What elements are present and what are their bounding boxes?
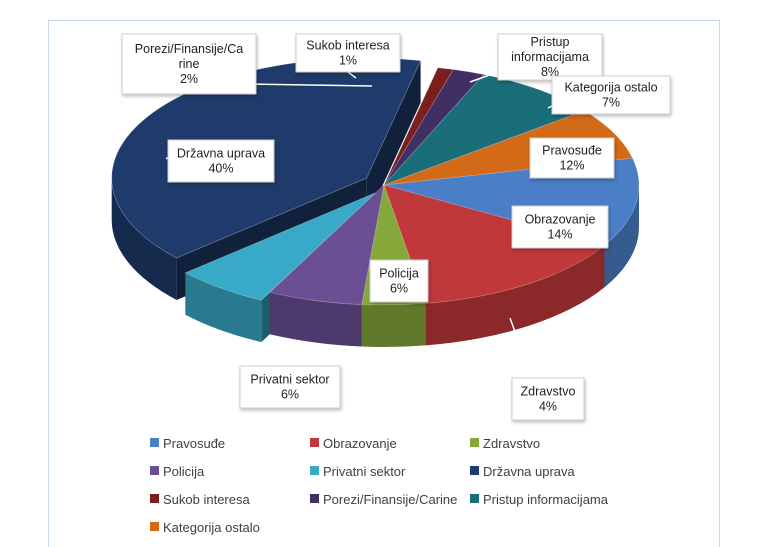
callout-leader-porezi <box>249 83 373 87</box>
legend-label: Pravosuđe <box>163 436 226 451</box>
callout-box-zdravstvo <box>511 377 585 421</box>
legend-label: Kategorija ostalo <box>163 520 260 535</box>
pie-slice-policija <box>269 183 385 305</box>
legend-label: Policija <box>163 464 205 479</box>
pie-rim-drzavna <box>111 177 177 300</box>
callout-box-drzavna <box>167 139 275 183</box>
legend-item: Državna uprava <box>470 464 575 479</box>
pie-slice-obrazovanje <box>383 184 606 304</box>
callout-box-kategorija <box>551 75 671 115</box>
legend-item: Pravosuđe <box>150 436 225 451</box>
callout-label-kategorija: 7% <box>602 96 620 110</box>
callout-label-sukob: Sukob interesa <box>306 39 389 53</box>
callout-leader-pristup <box>469 71 499 83</box>
callout-box-porezi <box>121 33 257 95</box>
callout-box-sukob <box>295 33 401 73</box>
legend-swatch <box>470 494 479 503</box>
callout-leader-zdravstvo <box>509 317 533 379</box>
callout-leader-privatni <box>289 345 299 367</box>
chart-frame <box>48 20 720 547</box>
callout-label-obrazovanje: Obrazovanje <box>525 213 596 227</box>
pie-rim-pravosude <box>604 185 639 288</box>
callout-label-pristup: Pristup <box>531 35 570 49</box>
pie-slice-privatni <box>184 192 376 301</box>
pie-rim-privatni <box>185 272 262 343</box>
callout-label-policija: 6% <box>390 282 408 296</box>
callout-box-privatni <box>239 365 341 409</box>
callout-label-pristup: informacijama <box>511 50 589 64</box>
legend-label: Državna uprava <box>483 464 575 479</box>
pie-rim-policija <box>269 292 362 347</box>
pie-slice-porezi <box>383 69 485 186</box>
legend-item: Privatni sektor <box>310 464 405 479</box>
legend-label: Zdravstvo <box>483 436 541 451</box>
callout-label-zdravstvo: Zdravstvo <box>521 385 576 399</box>
legend-swatch <box>470 466 479 475</box>
callout-label-porezi: Porezi/Finansije/Ca <box>135 42 243 56</box>
legend-swatch <box>470 438 479 447</box>
callout-box-pravosude <box>529 137 615 179</box>
callout-label-pravosude: 12% <box>559 159 584 173</box>
callout-box-policija <box>369 259 429 303</box>
legend-item: Pristup informacijama <box>470 492 608 507</box>
pie-rim-zdravstvo <box>361 303 426 348</box>
legend-swatch <box>150 466 159 475</box>
callout-label-privatni: Privatni sektor <box>250 373 329 387</box>
callout-label-drzavna: Državna uprava <box>177 147 265 161</box>
legend-item: Obrazovanje <box>310 436 397 451</box>
legend-label: Obrazovanje <box>323 436 397 451</box>
legend-item: Porezi/Finansije/Carine <box>310 492 457 507</box>
legend-label: Pristup informacijama <box>483 492 608 507</box>
legend-swatch <box>150 494 159 503</box>
callout-label-porezi: 2% <box>180 72 198 86</box>
legend-item: Policija <box>150 464 204 479</box>
callout-label-obrazovanje: 14% <box>547 228 572 242</box>
callout-box-obrazovanje <box>511 205 609 249</box>
legend-label: Privatni sektor <box>323 464 406 479</box>
callout-label-pravosude: Pravosuđe <box>542 144 602 158</box>
legend-label: Porezi/Finansije/Carine <box>323 492 458 507</box>
legend-item: Sukob interesa <box>150 492 250 507</box>
callout-label-sukob: 1% <box>339 54 357 68</box>
legend-swatch <box>310 466 319 475</box>
callout-leader-sukob <box>347 71 357 79</box>
legend-swatch <box>310 494 319 503</box>
legend-label: Sukob interesa <box>163 492 250 507</box>
callout-label-zdravstvo: 4% <box>539 400 557 414</box>
legend-item: Zdravstvo <box>470 436 540 451</box>
callout-label-kategorija: Kategorija ostalo <box>564 81 657 95</box>
legend-swatch <box>150 522 159 531</box>
callout-label-privatni: 6% <box>281 388 299 402</box>
callout-label-policija: Policija <box>379 267 419 281</box>
pie-rim-obrazovanje <box>425 245 605 346</box>
legend-swatch <box>150 438 159 447</box>
callout-box-pristup <box>497 33 603 81</box>
pie-wall-drzavna <box>366 60 421 220</box>
legend-swatch <box>310 438 319 447</box>
pie-slice-sukob <box>383 67 455 186</box>
legend-item: Kategorija ostalo <box>150 520 260 535</box>
callout-label-drzavna: 40% <box>208 162 233 176</box>
callout-label-porezi: rine <box>179 57 200 71</box>
